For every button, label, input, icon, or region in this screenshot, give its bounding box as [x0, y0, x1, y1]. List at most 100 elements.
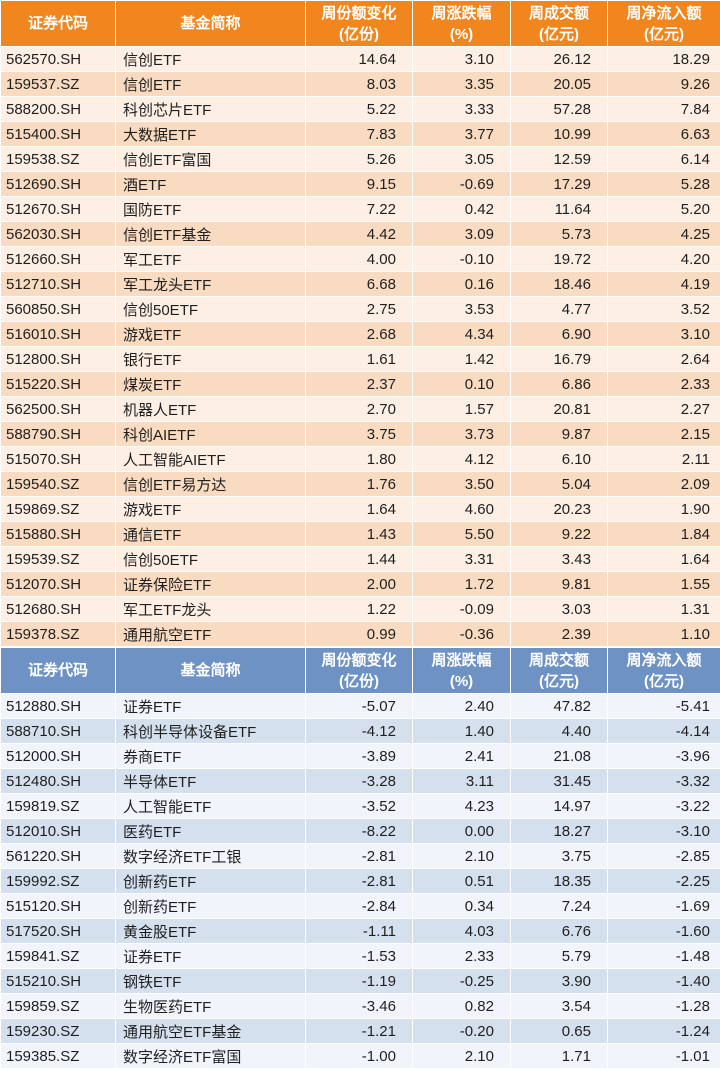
table-row: 562030.SH 信创ETF基金 4.42 3.09 5.73 4.25	[0, 221, 720, 247]
column-title: 证券代码	[27, 15, 88, 32]
pct-change: 0.34	[412, 893, 511, 919]
share-change: 9.15	[305, 171, 413, 197]
table-row: 588200.SH 科创芯片ETF 5.22 3.33 57.28 7.84	[0, 96, 720, 122]
fund-name: 酒ETF	[115, 171, 306, 197]
security-code: 512070.SH	[0, 571, 116, 597]
pct-change: 3.73	[412, 421, 511, 447]
share-change: -1.11	[305, 918, 413, 944]
security-code: 159538.SZ	[0, 146, 116, 172]
net-flow: -1.24	[607, 1018, 720, 1044]
pct-change: 2.40	[412, 693, 511, 719]
net-flow: 2.64	[607, 346, 720, 372]
security-code: 159385.SZ	[0, 1043, 116, 1069]
net-flow: -3.32	[607, 768, 720, 794]
pct-change: 2.41	[412, 743, 511, 769]
fund-name: 数字经济ETF工银	[115, 843, 306, 869]
net-flow: 3.10	[607, 321, 720, 347]
fund-name: 钢铁ETF	[115, 968, 306, 994]
fund-name: 科创芯片ETF	[115, 96, 306, 122]
column-title: 周净流入额	[626, 4, 702, 22]
net-flow: 4.19	[607, 271, 720, 297]
net-flow: -1.60	[607, 918, 720, 944]
security-code: 159230.SZ	[0, 1018, 116, 1044]
net-flow: 7.84	[607, 96, 720, 122]
security-code: 159841.SZ	[0, 943, 116, 969]
security-code: 512680.SH	[0, 596, 116, 622]
security-code: 517520.SH	[0, 918, 116, 944]
table-row: 588790.SH 科创AIETF 3.75 3.73 9.87 2.15	[0, 421, 720, 447]
net-flow: 1.10	[607, 621, 720, 647]
column-title: 周成交额	[528, 651, 589, 669]
column-title: 周净流入额	[626, 651, 702, 669]
pct-change: 4.34	[412, 321, 511, 347]
share-change: -5.07	[305, 693, 413, 719]
fund-name: 游戏ETF	[115, 496, 306, 522]
pct-change: -0.10	[412, 246, 511, 272]
pct-change: 2.33	[412, 943, 511, 969]
fund-name: 证券保险ETF	[115, 571, 306, 597]
turnover: 1.71	[510, 1043, 608, 1069]
pct-change: 1.72	[412, 571, 511, 597]
net-flow: 2.27	[607, 396, 720, 422]
turnover: 10.99	[510, 121, 608, 147]
column-header-security-code: 证券代码	[0, 0, 116, 47]
fund-name: 信创50ETF	[115, 546, 306, 572]
table-row: 588710.SH 科创半导体设备ETF -4.12 1.40 4.40 -4.14	[0, 718, 720, 744]
turnover: 9.81	[510, 571, 608, 597]
share-change: 1.44	[305, 546, 413, 572]
fund-name: 信创ETF	[115, 71, 306, 97]
table-row: 512660.SH 军工ETF 4.00 -0.10 19.72 4.20	[0, 246, 720, 272]
turnover: 20.05	[510, 71, 608, 97]
security-code: 512690.SH	[0, 171, 116, 197]
fund-name: 人工智能AIETF	[115, 446, 306, 472]
fund-name: 半导体ETF	[115, 768, 306, 794]
fund-name: 机器人ETF	[115, 396, 306, 422]
turnover: 3.54	[510, 993, 608, 1019]
fund-name: 创新药ETF	[115, 893, 306, 919]
net-flow: -1.48	[607, 943, 720, 969]
turnover: 6.10	[510, 446, 608, 472]
pct-change: 1.42	[412, 346, 511, 372]
pct-change: 4.03	[412, 918, 511, 944]
column-unit: (%)	[449, 672, 474, 690]
column-header-fund-name: 基金简称	[115, 0, 306, 47]
fund-name: 创新药ETF	[115, 868, 306, 894]
column-unit: (亿元)	[539, 25, 579, 43]
pct-change: 3.05	[412, 146, 511, 172]
share-change: 7.22	[305, 196, 413, 222]
security-code: 562500.SH	[0, 396, 116, 422]
net-flow: 5.28	[607, 171, 720, 197]
column-header-share-change: 周份额变化 (亿份)	[305, 0, 413, 47]
security-code: 588710.SH	[0, 718, 116, 744]
table-row: 159859.SZ 生物医药ETF -3.46 0.82 3.54 -1.28	[0, 993, 720, 1019]
security-code: 512880.SH	[0, 693, 116, 719]
turnover: 5.04	[510, 471, 608, 497]
security-code: 561220.SH	[0, 843, 116, 869]
table-row: 159841.SZ 证券ETF -1.53 2.33 5.79 -1.48	[0, 943, 720, 969]
pct-change: 4.60	[412, 496, 511, 522]
security-code: 159539.SZ	[0, 546, 116, 572]
security-code: 516010.SH	[0, 321, 116, 347]
fund-name: 信创ETF富国	[115, 146, 306, 172]
column-header-net-flow: 周净流入额 (亿元)	[607, 647, 720, 694]
table-row: 562500.SH 机器人ETF 2.70 1.57 20.81 2.27	[0, 396, 720, 422]
net-flow: 1.55	[607, 571, 720, 597]
turnover: 57.28	[510, 96, 608, 122]
table-row: 159819.SZ 人工智能ETF -3.52 4.23 14.97 -3.22	[0, 793, 720, 819]
table-row: 512710.SH 军工龙头ETF 6.68 0.16 18.46 4.19	[0, 271, 720, 297]
pct-change: -0.20	[412, 1018, 511, 1044]
turnover: 18.27	[510, 818, 608, 844]
share-change: 2.70	[305, 396, 413, 422]
fund-name: 券商ETF	[115, 743, 306, 769]
net-flow: 5.20	[607, 196, 720, 222]
header-row: 证券代码 基金简称 周份额变化 (亿份) 周涨跌幅 (%) 周成交额 (亿元) 周净流入额 (亿元…	[0, 647, 720, 694]
column-title: 基金简称	[180, 662, 241, 679]
security-code: 512660.SH	[0, 246, 116, 272]
pct-change: 0.82	[412, 993, 511, 1019]
net-flow: 1.84	[607, 521, 720, 547]
column-header-net-flow: 周净流入额 (亿元)	[607, 0, 720, 47]
turnover: 18.35	[510, 868, 608, 894]
turnover: 47.82	[510, 693, 608, 719]
table-row: 515220.SH 煤炭ETF 2.37 0.10 6.86 2.33	[0, 371, 720, 397]
